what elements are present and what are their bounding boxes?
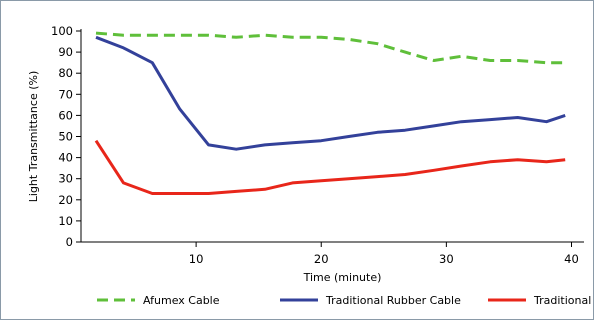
y-tick-label: 60 [58, 108, 73, 122]
y-tick-labels: 0 10 20 30 40 50 60 70 80 90 100 [51, 24, 73, 249]
x-tick-labels: 10 20 30 40 [189, 252, 579, 266]
x-tick-label: 40 [564, 252, 579, 266]
y-tick-label: 10 [58, 214, 73, 228]
legend-label: Afumex Cable [143, 294, 220, 307]
legend-label: Traditional PVC Cable [533, 294, 594, 307]
y-tick-label: 80 [58, 66, 73, 80]
y-tick-label: 70 [58, 87, 73, 101]
series-lines [94, 31, 566, 195]
tick-marks [76, 30, 572, 247]
y-tick-label: 30 [58, 172, 73, 186]
series-line-3 [94, 139, 566, 195]
y-tick-label: 100 [51, 24, 73, 38]
legend-label: Traditional Rubber Cable [325, 294, 461, 307]
y-tick-label: 20 [58, 193, 73, 207]
y-tick-label: 40 [58, 151, 73, 165]
series-line-1 [95, 31, 566, 65]
y-tick-label: 0 [66, 235, 73, 249]
y-axis-title: Light Transmittance (%) [27, 71, 40, 202]
y-tick-label: 50 [58, 130, 73, 144]
x-tick-label: 30 [439, 252, 454, 266]
x-tick-label: 10 [189, 252, 204, 266]
legend: Afumex Cable Traditional Rubber Cable Trad… [97, 294, 594, 307]
y-tick-label: 90 [58, 45, 73, 59]
series-line-2 [95, 35, 566, 151]
x-axis-title: Time (minute) [303, 271, 382, 284]
x-tick-label: 20 [314, 252, 329, 266]
